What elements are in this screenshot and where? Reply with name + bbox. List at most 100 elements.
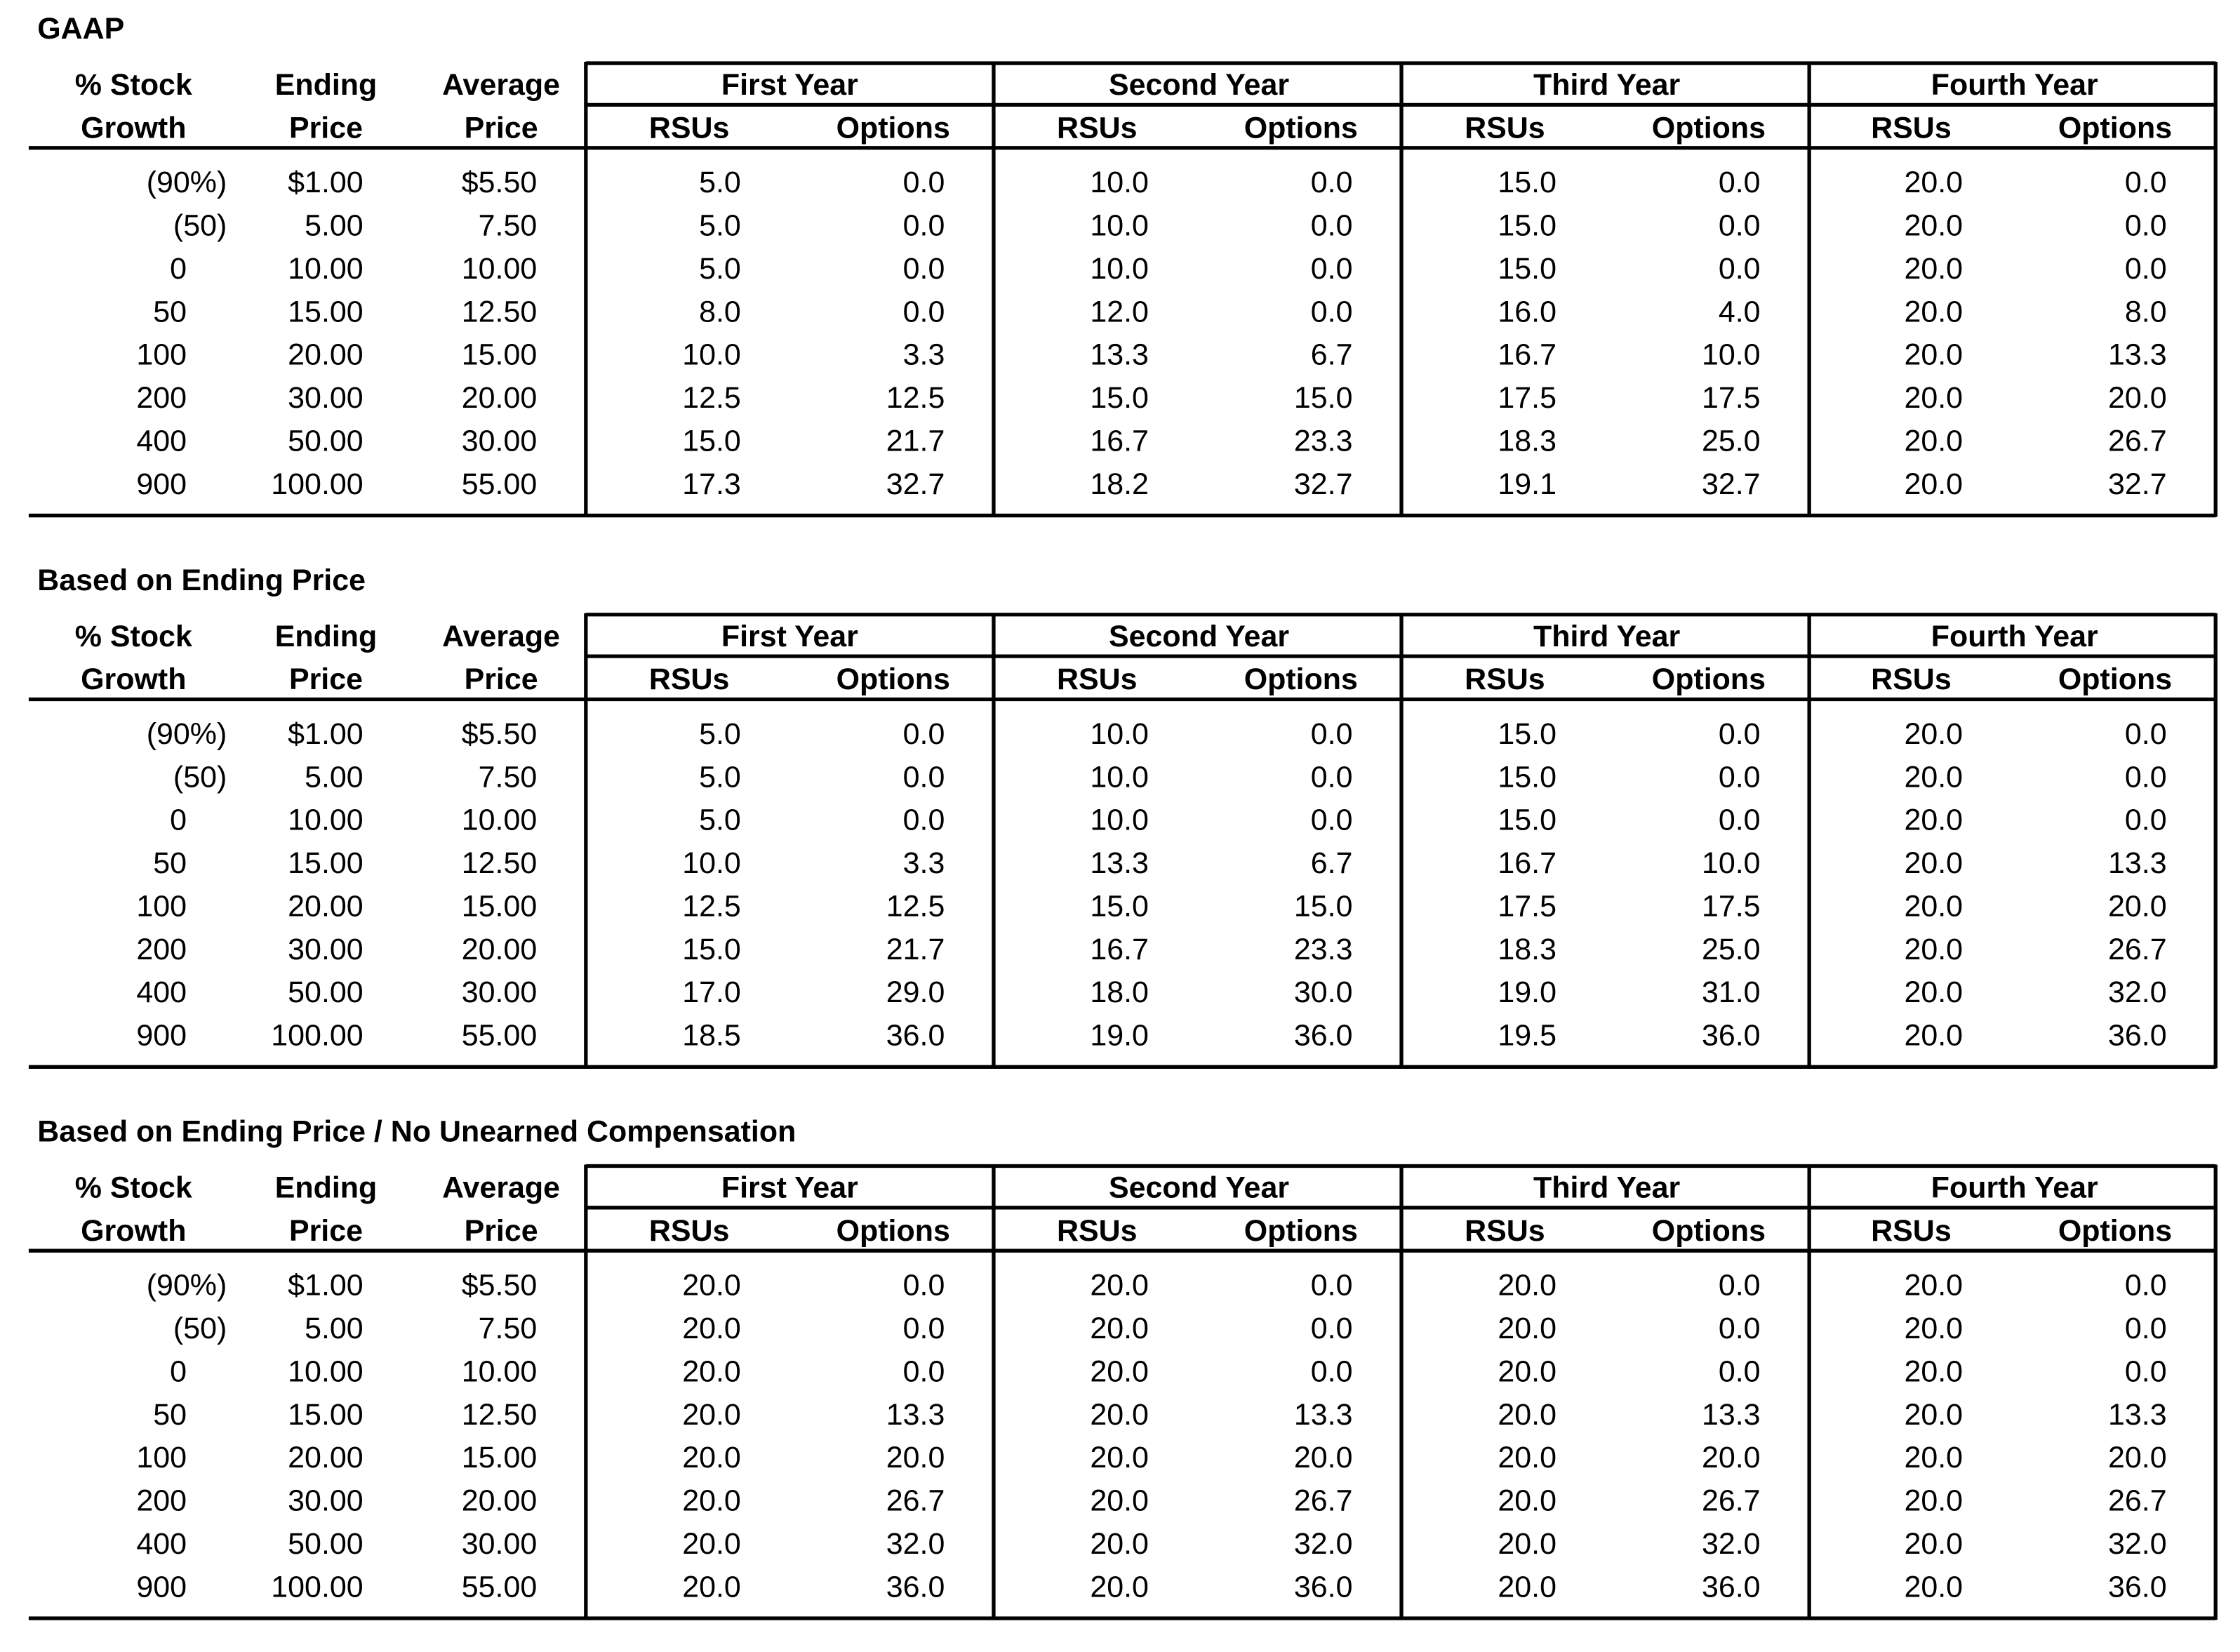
cell: 15.0 [1498, 760, 1556, 794]
cell: 25.0 [1702, 425, 1761, 458]
sub-header: Options [836, 662, 950, 696]
cell: 0 [170, 252, 187, 286]
cell: 20.0 [682, 1312, 741, 1345]
cell: 20.0 [1904, 1484, 1963, 1518]
cell: 0.0 [1719, 166, 1761, 199]
cell: 20.0 [1904, 975, 1963, 1009]
sub-header: RSUs [1057, 662, 1138, 696]
cell: 10.00 [462, 804, 538, 837]
cell: 0.0 [2125, 166, 2167, 199]
sub-header: RSUs [1465, 111, 1545, 145]
cell: 21.7 [886, 425, 945, 458]
group-header: Second Year [1109, 620, 1289, 653]
cell: 20.0 [1904, 425, 1963, 458]
cell: 0.0 [903, 252, 945, 286]
cell: 0.0 [903, 295, 945, 328]
cell: 10.0 [682, 338, 741, 372]
sub-header: Options [1244, 1214, 1358, 1248]
cell: 15.00 [462, 1441, 538, 1474]
group-header: First Year [721, 620, 858, 653]
column-header: Ending [275, 1171, 378, 1205]
cell: 17.3 [682, 467, 741, 501]
sub-header: Options [1244, 111, 1358, 145]
cell: 0.0 [903, 1312, 945, 1345]
cell: 0.0 [1719, 1354, 1761, 1388]
column-header: Ending [275, 620, 378, 653]
cell: 10.0 [1090, 209, 1149, 243]
cell: 15.0 [1498, 166, 1556, 199]
cell: 32.0 [1702, 1527, 1761, 1561]
column-header: Price [289, 1214, 363, 1248]
column-header: Growth [81, 111, 186, 145]
cell: 10.0 [1702, 846, 1761, 880]
column-header: Growth [81, 662, 186, 696]
cell: 20.0 [1904, 1570, 1963, 1604]
cell: 20.0 [1090, 1570, 1149, 1604]
cell: 20.0 [1090, 1484, 1149, 1518]
cell: 0.0 [1719, 1312, 1761, 1345]
cell: 32.7 [1702, 467, 1761, 501]
cell: 20.00 [462, 381, 538, 415]
cell: 20.0 [1498, 1312, 1556, 1345]
cell: 18.0 [1090, 975, 1149, 1009]
cell: 20.0 [1904, 166, 1963, 199]
cell: 55.00 [462, 1570, 538, 1604]
cell: 0.0 [1311, 252, 1353, 286]
cell: 10.0 [1090, 717, 1149, 751]
cell: 200 [136, 381, 187, 415]
cell: 0.0 [1719, 760, 1761, 794]
cell: 50.00 [288, 425, 364, 458]
cell: 12.5 [886, 889, 945, 923]
cell: 8.0 [699, 295, 741, 328]
cell: 6.7 [1311, 846, 1353, 880]
sub-header: Options [2058, 662, 2172, 696]
cell: 0.0 [903, 717, 945, 751]
cell: 30.0 [1294, 975, 1353, 1009]
cell: 20.0 [1090, 1527, 1149, 1561]
cell: 15.0 [1090, 381, 1149, 415]
cell: 0.0 [903, 804, 945, 837]
cell: 20.0 [1498, 1269, 1556, 1303]
cell: 0 [170, 804, 187, 837]
cell: 10.0 [1090, 760, 1149, 794]
cell: 5.00 [305, 760, 364, 794]
sub-header: Options [836, 1214, 950, 1248]
sub-header: Options [836, 111, 950, 145]
cell: 10.00 [462, 1354, 538, 1388]
cell: 20.0 [1904, 846, 1963, 880]
cell: 20.0 [1498, 1570, 1556, 1604]
cell: 5.0 [699, 166, 741, 199]
cell: $1.00 [288, 166, 364, 199]
cell: 0.0 [2125, 1312, 2167, 1345]
cell: 30.00 [288, 381, 364, 415]
cell: 16.0 [1498, 295, 1556, 328]
cell: 20.0 [1904, 1312, 1963, 1345]
cell: 15.00 [462, 889, 538, 923]
cell: 18.3 [1498, 933, 1556, 966]
cell: 15.0 [682, 425, 741, 458]
cell: 100.00 [271, 1570, 363, 1604]
sub-header: Options [1652, 1214, 1766, 1248]
group-header: Fourth Year [1931, 620, 2098, 653]
cell: 17.5 [1702, 889, 1761, 923]
cell: 5.0 [699, 717, 741, 751]
cell: 0.0 [2125, 717, 2167, 751]
cell: 0.0 [1311, 209, 1353, 243]
cell: 15.00 [288, 846, 364, 880]
column-header: Price [465, 662, 538, 696]
cell: 20.0 [682, 1441, 741, 1474]
cell: 100 [136, 1441, 187, 1474]
column-header: % Stock [75, 620, 192, 653]
cell: 20.0 [1090, 1441, 1149, 1474]
cell: 16.7 [1498, 846, 1556, 880]
cell: 0.0 [1311, 166, 1353, 199]
cell: 10.00 [288, 804, 364, 837]
cell: 12.5 [682, 381, 741, 415]
cell: 15.0 [1498, 209, 1556, 243]
cell: 200 [136, 933, 187, 966]
cell: 50 [153, 1398, 187, 1432]
cell: 5.0 [699, 209, 741, 243]
cell: 50.00 [288, 975, 364, 1009]
cell: 32.0 [1294, 1527, 1353, 1561]
column-header: % Stock [75, 68, 192, 102]
